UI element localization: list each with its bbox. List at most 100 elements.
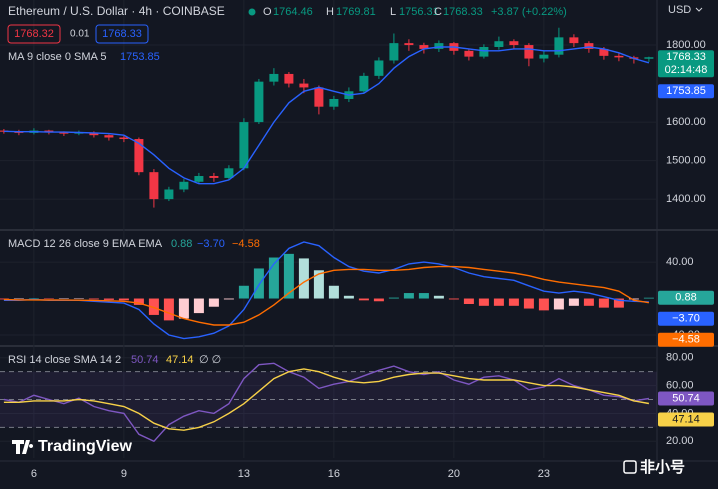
y-tick-label: 1600.00 (666, 116, 706, 128)
candle-body (239, 122, 249, 169)
histogram-bar (628, 298, 639, 300)
histogram-bar (643, 297, 654, 299)
histogram-bar (88, 298, 99, 300)
candle-body (434, 43, 444, 49)
ohlc-value: 1764.46 (273, 6, 313, 18)
indicator-value: 0.88 (171, 238, 192, 250)
histogram-bar (328, 285, 339, 299)
candle-body (404, 43, 414, 46)
ohlc-value: 1768.33 (443, 6, 483, 18)
histogram-bar (478, 298, 489, 306)
sell-button[interactable] (7, 24, 61, 44)
watermark: 非小号 (640, 458, 685, 476)
candle-body (599, 48, 609, 56)
price-badge (658, 311, 714, 326)
candle-body (479, 46, 489, 57)
candle-body (44, 130, 54, 133)
candle-body (149, 172, 159, 200)
y-tick-label: 80.00 (666, 352, 694, 364)
spread: 0.01 (70, 29, 90, 40)
histogram-bar (103, 298, 114, 300)
logo-icon (12, 440, 34, 454)
watermark-icon (623, 460, 637, 474)
indicator-title: MA 9 close 0 SMA 5 (8, 51, 106, 63)
histogram-bar (208, 298, 219, 307)
currency-dropdown[interactable] (695, 7, 703, 12)
x-tick-label: 6 (31, 468, 37, 480)
indicator-line (3, 46, 650, 185)
price-badge (658, 50, 714, 78)
indicator-value: −3.70 (197, 238, 225, 250)
histogram-bar (508, 298, 519, 306)
badge-label: 0.88 (675, 292, 696, 304)
x-tick-label: 23 (538, 468, 550, 480)
histogram-bar (343, 295, 354, 299)
histogram-bar (598, 298, 609, 308)
histogram-bar (463, 298, 474, 304)
candle-body (329, 98, 339, 107)
ask-price[interactable]: 1768.33 (102, 28, 142, 40)
badge-label: 50.74 (672, 392, 700, 404)
candle-body (269, 73, 279, 82)
ohlc-label: H (326, 6, 334, 18)
candle-body (494, 41, 504, 47)
ohlc-label: C (434, 6, 442, 18)
candle-body (614, 55, 624, 58)
badge-label: −3.70 (672, 313, 700, 325)
candle-body (374, 60, 384, 76)
bid-price[interactable]: 1768.32 (14, 28, 54, 40)
histogram-bar (388, 297, 399, 299)
histogram-bar (538, 298, 549, 311)
histogram-bar (433, 295, 444, 299)
candle-body (419, 45, 429, 49)
x-tick-label: 20 (448, 468, 460, 480)
candle-body (539, 54, 549, 59)
candle-body (224, 168, 234, 178)
histogram-bar (178, 298, 189, 319)
candle-body (524, 45, 534, 59)
histogram-bar (583, 298, 594, 306)
candle-body (389, 43, 399, 61)
candle-body (299, 83, 309, 88)
badge-label: −4.58 (672, 334, 700, 346)
candle-body (194, 176, 204, 182)
histogram-bar (253, 268, 264, 299)
logo-text: TradingView (38, 438, 133, 455)
candle-body (644, 57, 654, 59)
x-tick-label: 13 (238, 468, 250, 480)
histogram-bar (523, 298, 534, 309)
pane (0, 27, 654, 208)
pane (0, 241, 654, 340)
histogram-bar (43, 298, 54, 300)
histogram-bar (448, 298, 459, 300)
pane (0, 362, 657, 443)
price-badge (658, 412, 714, 427)
histogram-bar (313, 270, 324, 299)
histogram-bar (568, 298, 579, 306)
indicator-extra: ∅ ∅ (199, 354, 221, 366)
x-tick-label: 9 (121, 468, 127, 480)
symbol-title: Ethereum / U.S. Dollar · 4h · COINBASE (8, 4, 225, 18)
candle-body (134, 139, 144, 173)
buy-button[interactable] (95, 24, 149, 44)
y-tick-label: 1800.00 (666, 39, 706, 51)
histogram-bar (403, 293, 414, 299)
candle-body (179, 181, 189, 190)
price-badge (658, 332, 714, 347)
histogram-bar (268, 257, 279, 299)
histogram-bar (163, 298, 174, 321)
histogram-bar (373, 298, 384, 302)
badge-label: 47.14 (672, 413, 700, 425)
candle-body (164, 189, 174, 200)
currency[interactable]: USD (668, 4, 691, 16)
y-tick-label: 1500.00 (666, 155, 706, 167)
indicator-title: MACD 12 26 close 9 EMA EMA (8, 238, 163, 250)
badge-label: 1768.33 (666, 51, 706, 63)
candle-body (569, 37, 579, 44)
ohlc-value: 1769.81 (336, 6, 376, 18)
indicator-value: −4.58 (232, 238, 260, 250)
y-tick-label: 20.00 (666, 435, 694, 447)
countdown: 02:14:48 (665, 64, 708, 76)
indicator-line (3, 362, 650, 443)
